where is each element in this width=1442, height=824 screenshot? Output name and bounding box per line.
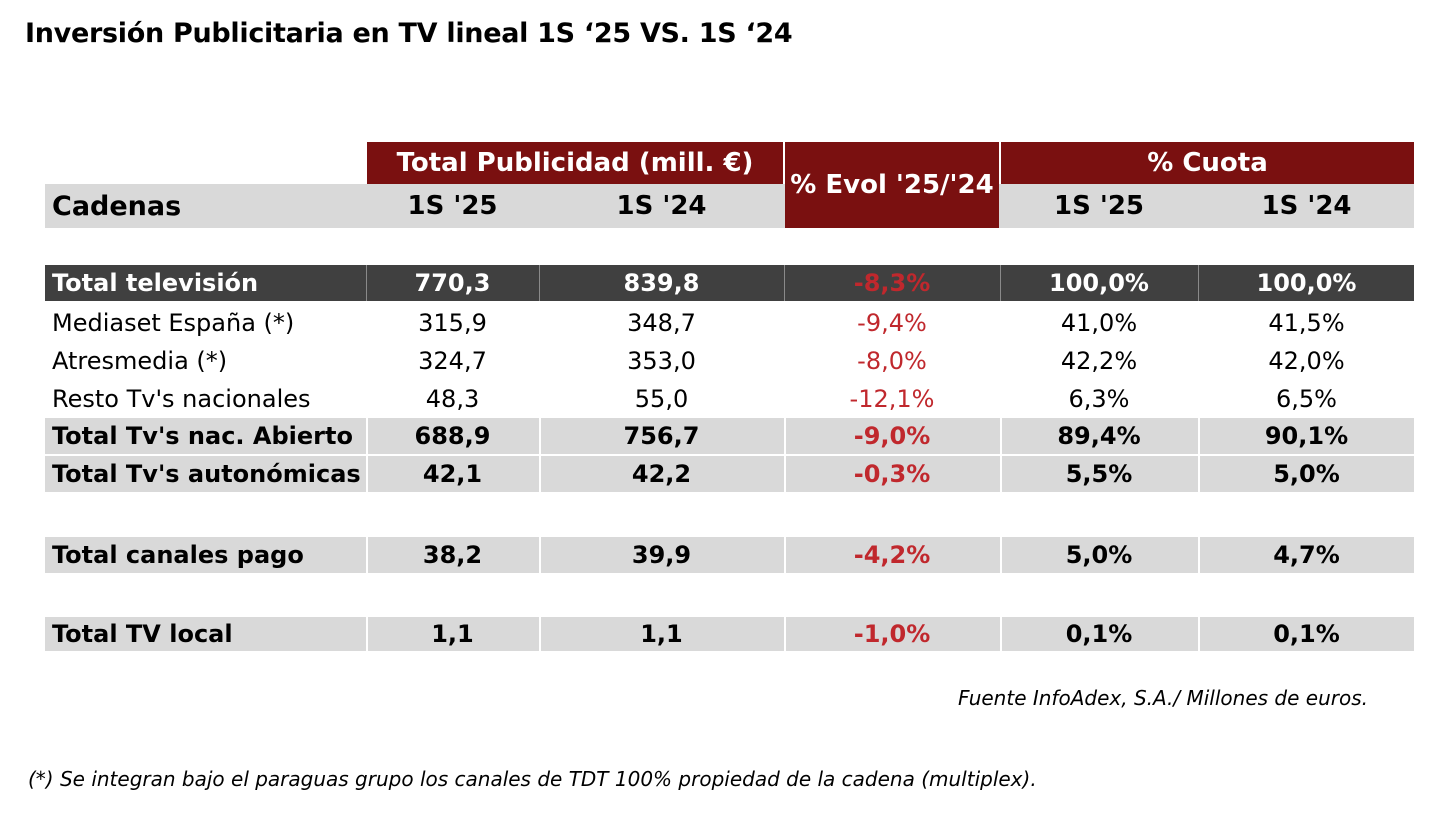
cell-total-1s25: 1,1 bbox=[431, 620, 474, 648]
table-row-band bbox=[45, 265, 1414, 301]
cell-cuota-1s24: 0,1% bbox=[1273, 620, 1340, 648]
source-note: Fuente InfoAdex, S.A./ Millones de euros… bbox=[958, 686, 1368, 710]
cell-cuota-1s24: 6,5% bbox=[1276, 385, 1337, 413]
cell-evol: -8,0% bbox=[857, 347, 927, 375]
cell-cadena: Total Tv's autonómicas bbox=[52, 460, 361, 488]
group-header-total-publicidad-label: Total Publicidad (mill. €) bbox=[396, 148, 754, 178]
column-separator bbox=[1000, 537, 1002, 573]
cell-evol: -12,1% bbox=[849, 385, 935, 413]
table-row-band bbox=[45, 456, 1414, 492]
column-separator bbox=[539, 265, 540, 301]
column-separator bbox=[366, 456, 368, 492]
cell-cadena: Atresmedia (*) bbox=[52, 347, 228, 375]
group-header-cuota-label: % Cuota bbox=[1147, 148, 1268, 178]
cell-total-1s24: 55,0 bbox=[634, 385, 689, 413]
column-separator bbox=[539, 456, 541, 492]
column-separator bbox=[1000, 265, 1001, 301]
column-header-cadenas: Cadenas bbox=[52, 190, 182, 222]
group-header-evol-label: % Evol '25/'24 bbox=[790, 170, 994, 200]
column-header-total-1s24: 1S '24 bbox=[616, 191, 707, 221]
cell-total-1s25: 770,3 bbox=[414, 269, 491, 297]
cell-total-1s24: 839,8 bbox=[623, 269, 700, 297]
cell-evol: -1,0% bbox=[853, 620, 931, 648]
cell-evol: -4,2% bbox=[853, 541, 931, 569]
cell-cadena: Total televisión bbox=[52, 269, 259, 297]
column-separator bbox=[539, 537, 541, 573]
column-separator bbox=[1198, 617, 1200, 651]
table-row-band bbox=[45, 617, 1414, 651]
column-separator bbox=[366, 265, 367, 301]
cell-cuota-1s25: 5,5% bbox=[1065, 460, 1133, 488]
column-separator bbox=[1198, 537, 1200, 573]
cell-cadena: Total Tv's nac. Abierto bbox=[52, 422, 353, 450]
table-row-band bbox=[45, 537, 1414, 573]
cell-cadena: Total TV local bbox=[52, 620, 233, 648]
cell-cadena: Resto Tv's nacionales bbox=[52, 385, 311, 413]
cell-cuota-1s25: 41,0% bbox=[1060, 309, 1138, 337]
column-separator bbox=[366, 537, 368, 573]
column-separator bbox=[539, 617, 541, 651]
cell-total-1s24: 1,1 bbox=[640, 620, 683, 648]
cell-total-1s24: 39,9 bbox=[631, 541, 692, 569]
cell-cuota-1s24: 5,0% bbox=[1273, 460, 1340, 488]
cell-total-1s25: 38,2 bbox=[422, 541, 483, 569]
column-separator bbox=[784, 456, 786, 492]
column-separator bbox=[784, 418, 786, 454]
cell-cuota-1s24: 41,5% bbox=[1268, 309, 1345, 337]
cell-total-1s25: 688,9 bbox=[414, 422, 491, 450]
cell-cuota-1s25: 5,0% bbox=[1065, 541, 1133, 569]
column-separator bbox=[1198, 265, 1199, 301]
table-row-band bbox=[45, 418, 1414, 454]
column-separator bbox=[784, 617, 786, 651]
footnote: (*) Se integran bajo el paraguas grupo l… bbox=[28, 767, 1037, 791]
cell-total-1s25: 48,3 bbox=[425, 385, 480, 413]
cell-cuota-1s25: 89,4% bbox=[1057, 422, 1141, 450]
column-header-total-1s25: 1S '25 bbox=[407, 191, 498, 221]
cell-cuota-1s24: 4,7% bbox=[1273, 541, 1340, 569]
column-header-cuota-1s24: 1S '24 bbox=[1261, 191, 1352, 221]
column-header-band bbox=[45, 184, 1414, 228]
cell-total-1s24: 42,2 bbox=[631, 460, 692, 488]
column-header-cuota-1s25: 1S '25 bbox=[1053, 191, 1144, 221]
column-separator bbox=[366, 617, 368, 651]
cell-cadena: Total canales pago bbox=[52, 541, 304, 569]
column-separator bbox=[1000, 418, 1002, 454]
cell-cuota-1s24: 90,1% bbox=[1264, 422, 1349, 450]
cell-evol: -9,4% bbox=[857, 309, 927, 337]
cell-cuota-1s24: 42,0% bbox=[1268, 347, 1345, 375]
cell-cadena: Mediaset España (*) bbox=[52, 309, 295, 337]
page-title: Inversión Publicitaria en TV lineal 1S ‘… bbox=[25, 18, 793, 49]
cell-evol: -8,3% bbox=[853, 269, 931, 297]
column-separator bbox=[1000, 617, 1002, 651]
column-separator bbox=[1198, 418, 1200, 454]
cell-cuota-1s25: 100,0% bbox=[1049, 269, 1149, 297]
cell-cuota-1s25: 0,1% bbox=[1065, 620, 1133, 648]
group-header-cuota: % Cuota bbox=[1001, 142, 1414, 184]
cell-total-1s25: 324,7 bbox=[418, 347, 487, 375]
column-separator bbox=[1198, 456, 1200, 492]
column-separator bbox=[784, 265, 785, 301]
group-header-evol: % Evol '25/'24 bbox=[785, 142, 999, 228]
column-separator bbox=[1000, 456, 1002, 492]
column-separator bbox=[784, 537, 786, 573]
cell-evol: -9,0% bbox=[853, 422, 931, 450]
cell-evol: -0,3% bbox=[853, 460, 931, 488]
cell-total-1s25: 315,9 bbox=[418, 309, 487, 337]
cell-total-1s24: 353,0 bbox=[627, 347, 696, 375]
cell-total-1s24: 756,7 bbox=[623, 422, 700, 450]
column-separator bbox=[539, 418, 541, 454]
group-header-total-publicidad: Total Publicidad (mill. €) bbox=[367, 142, 783, 184]
cell-total-1s25: 42,1 bbox=[422, 460, 483, 488]
cell-cuota-1s25: 6,3% bbox=[1068, 385, 1130, 413]
cell-cuota-1s25: 42,2% bbox=[1060, 347, 1138, 375]
cell-cuota-1s24: 100,0% bbox=[1256, 269, 1357, 297]
cell-total-1s24: 348,7 bbox=[627, 309, 696, 337]
column-separator bbox=[366, 418, 368, 454]
